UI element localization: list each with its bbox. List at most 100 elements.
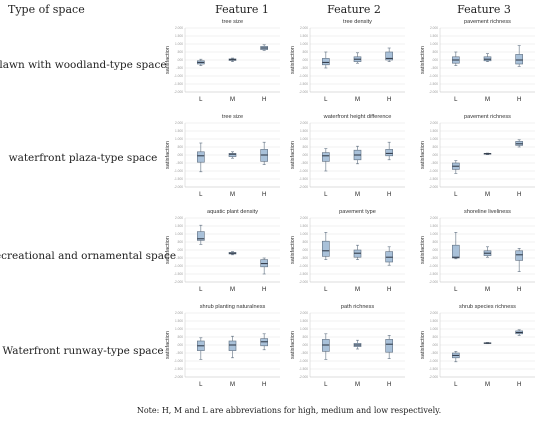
y-tick-label: 1.000 bbox=[430, 42, 438, 46]
panel-11: path richness satisfaction 2.000 1.500 1.000… bbox=[290, 304, 405, 388]
y-tick-label: -1.000 bbox=[429, 169, 438, 173]
box-M bbox=[228, 251, 237, 256]
y-tick-label: .000 bbox=[177, 248, 183, 252]
y-tick-label: 2.000 bbox=[300, 216, 308, 220]
box-H bbox=[385, 335, 393, 359]
x-tick-label: M bbox=[355, 382, 360, 388]
box-M bbox=[483, 342, 492, 345]
x-tick-label: H bbox=[387, 97, 391, 103]
x-tick-label: L bbox=[199, 382, 203, 388]
y-tick-label: 1.500 bbox=[300, 129, 308, 133]
iqr-box bbox=[452, 244, 460, 259]
x-tick-label: M bbox=[355, 97, 360, 103]
y-tick-label: -1.500 bbox=[174, 177, 183, 181]
y-tick-label: -2.000 bbox=[174, 280, 183, 284]
y-tick-label: 2.000 bbox=[175, 311, 183, 315]
iqr-box bbox=[515, 250, 523, 261]
box-H bbox=[515, 45, 523, 67]
box-M bbox=[228, 335, 237, 359]
panel-5: waterfront height difference satisfaction… bbox=[290, 114, 405, 198]
y-tick-label: .500 bbox=[432, 335, 438, 339]
iqr-box bbox=[228, 153, 237, 157]
y-tick-label: 2.000 bbox=[175, 121, 183, 125]
y-tick-label: -.500 bbox=[431, 351, 438, 355]
x-tick-label: L bbox=[324, 287, 328, 293]
y-axis-label: satisfaction bbox=[165, 141, 171, 169]
y-tick-label: 1.500 bbox=[175, 129, 183, 133]
iqr-box bbox=[228, 340, 237, 351]
y-tick-label: -.500 bbox=[301, 256, 308, 260]
y-tick-label: .500 bbox=[177, 335, 183, 339]
x-tick-label: M bbox=[485, 192, 490, 198]
y-tick-label: -2.000 bbox=[174, 375, 183, 379]
box-L bbox=[322, 232, 330, 260]
y-tick-label: 1.000 bbox=[175, 137, 183, 141]
panel-12: shrub species richness satisfaction 2.000 1… bbox=[420, 304, 535, 388]
y-axis-label: satisfaction bbox=[420, 46, 426, 74]
panel-title: pavement richness bbox=[464, 19, 511, 25]
y-tick-label: .000 bbox=[302, 343, 308, 347]
y-tick-label: -1.500 bbox=[174, 82, 183, 86]
box-M bbox=[228, 57, 237, 62]
panel-title: aquatic plant density bbox=[207, 209, 258, 215]
box-M bbox=[353, 339, 362, 350]
x-tick-label: L bbox=[199, 97, 203, 103]
x-tick-label: L bbox=[454, 192, 458, 198]
y-tick-label: -1.000 bbox=[174, 359, 183, 363]
box-M bbox=[483, 152, 492, 155]
y-tick-label: 2.000 bbox=[300, 26, 308, 30]
y-tick-label: 1.500 bbox=[175, 319, 183, 323]
box-H bbox=[385, 47, 393, 62]
y-tick-label: -2.000 bbox=[299, 90, 308, 94]
y-tick-label: 1.000 bbox=[175, 232, 183, 236]
panel-2: tree density satisfaction 2.000 1.500 1.000.… bbox=[290, 19, 405, 103]
y-tick-label: -2.000 bbox=[299, 375, 308, 379]
y-tick-label: -1.500 bbox=[429, 367, 438, 371]
y-tick-label: 2.000 bbox=[430, 216, 438, 220]
y-tick-label: -.500 bbox=[301, 351, 308, 355]
y-tick-label: 1.500 bbox=[300, 224, 308, 228]
box-L bbox=[322, 148, 330, 172]
y-tick-label: 1.000 bbox=[430, 232, 438, 236]
y-tick-label: -1.000 bbox=[299, 359, 308, 363]
y-tick-label: -1.500 bbox=[174, 367, 183, 371]
x-tick-label: M bbox=[230, 287, 235, 293]
y-tick-label: .500 bbox=[432, 145, 438, 149]
y-tick-label: -2.000 bbox=[429, 375, 438, 379]
x-tick-label: H bbox=[517, 192, 521, 198]
y-tick-label: -1.500 bbox=[429, 177, 438, 181]
x-tick-label: L bbox=[199, 192, 203, 198]
y-tick-label: -.500 bbox=[301, 161, 308, 165]
y-tick-label: -1.500 bbox=[299, 367, 308, 371]
box-M bbox=[228, 151, 237, 159]
y-tick-label: -2.000 bbox=[299, 280, 308, 284]
y-tick-label: .500 bbox=[177, 240, 183, 244]
iqr-box bbox=[385, 149, 393, 157]
footnote: Note: H, M and L are abbreviations for h… bbox=[137, 406, 441, 415]
box-L bbox=[452, 51, 460, 66]
iqr-box bbox=[385, 51, 393, 61]
panel-7: aquatic plant density satisfaction 2.000 1.… bbox=[165, 209, 280, 293]
x-tick-label: L bbox=[324, 97, 328, 103]
y-tick-label: 1.500 bbox=[430, 129, 438, 133]
y-tick-label: -.500 bbox=[176, 161, 183, 165]
panel-title: tree size bbox=[222, 19, 243, 25]
y-axis-label: satisfaction bbox=[420, 236, 426, 264]
y-axis-label: satisfaction bbox=[165, 46, 171, 74]
y-tick-label: -1.000 bbox=[174, 264, 183, 268]
row-label-waterfront-plaza: waterfront plaza-type space bbox=[9, 152, 158, 164]
y-tick-label: 1.000 bbox=[300, 232, 308, 236]
y-tick-label: 1.500 bbox=[430, 319, 438, 323]
y-tick-label: .000 bbox=[302, 58, 308, 62]
y-tick-label: .500 bbox=[302, 50, 308, 54]
box-M bbox=[353, 52, 362, 64]
y-tick-label: -.500 bbox=[301, 66, 308, 70]
y-tick-label: 1.000 bbox=[175, 327, 183, 331]
y-tick-label: 2.000 bbox=[175, 216, 183, 220]
panel-grid: tree size satisfaction 2.000 1.500 1.000 .500… bbox=[165, 19, 535, 388]
y-axis-label: satisfaction bbox=[420, 141, 426, 169]
panel-title: waterfront height difference bbox=[323, 114, 392, 120]
y-tick-label: .000 bbox=[432, 153, 438, 157]
y-tick-label: .500 bbox=[177, 50, 183, 54]
y-tick-label: -.500 bbox=[431, 256, 438, 260]
